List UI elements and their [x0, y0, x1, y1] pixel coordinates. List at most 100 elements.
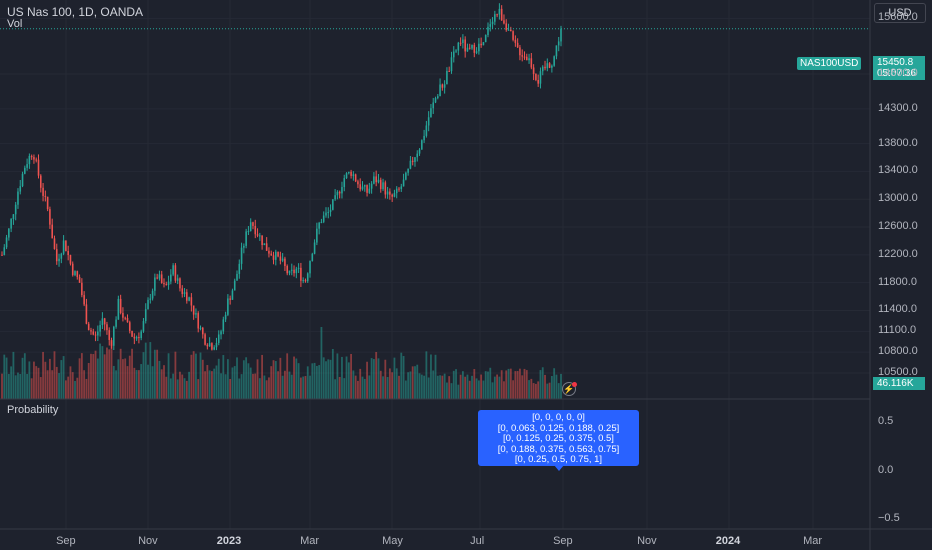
candle-body [473, 44, 476, 53]
candle-body [343, 178, 346, 188]
candle-body [484, 35, 487, 43]
volume-bar [446, 382, 448, 399]
volume-bar [409, 371, 412, 399]
volume-bar [270, 366, 273, 399]
volume-bar [151, 366, 154, 399]
volume-bar [14, 375, 17, 399]
candle-body [160, 274, 163, 284]
volume-label[interactable]: Vol [7, 18, 23, 30]
volume-bar [199, 352, 202, 399]
candle-body [256, 234, 259, 236]
volume-bar [329, 359, 332, 399]
volume-bar [441, 375, 444, 399]
volume-bar [313, 362, 316, 399]
candle-body [539, 71, 542, 84]
candle-body [277, 251, 279, 257]
candle-body [211, 343, 213, 350]
volume-bar [448, 376, 451, 399]
volume-bar [85, 378, 88, 399]
volume-bar [544, 374, 546, 399]
volume-bar [226, 359, 229, 399]
lightning-icon[interactable]: ⚡ [562, 382, 576, 396]
candle-body [85, 304, 88, 324]
volume-bar [87, 362, 90, 399]
volume-bar [5, 357, 8, 399]
time-axis-label: Nov [637, 535, 657, 547]
candle-body [432, 102, 435, 109]
volume-bar [21, 357, 24, 399]
candle-body [181, 288, 184, 294]
volume-bar [279, 357, 282, 399]
volume-bar [249, 367, 252, 399]
volume-bar [179, 371, 181, 399]
volume-bar [19, 374, 22, 399]
currency-button[interactable]: USD [874, 3, 926, 23]
candle-body [377, 179, 380, 183]
candle-body [254, 225, 257, 235]
candle-body [30, 155, 33, 158]
volume-bar [480, 374, 483, 399]
candle-body [90, 330, 92, 332]
volume-bar [101, 346, 104, 399]
candle-body [204, 334, 206, 345]
volume-bar [163, 365, 165, 399]
indicator-axis-label: 0.5 [878, 415, 894, 427]
candle-body [395, 188, 398, 194]
volume-bar [361, 376, 364, 399]
candle-body [154, 277, 156, 291]
volume-bar [293, 356, 295, 399]
candle-body [122, 312, 124, 318]
volume-bar [523, 368, 526, 399]
volume-bar [420, 374, 423, 399]
candle-body [373, 176, 375, 184]
candle-body [87, 323, 90, 331]
candle-body [560, 28, 562, 42]
price-axis-label: 14800.0 [878, 67, 918, 80]
candle-body [108, 330, 111, 340]
volume-bar [553, 368, 556, 399]
volume-bar [117, 359, 120, 399]
probability-label[interactable]: Probability [7, 404, 59, 416]
volume-bar [423, 375, 426, 399]
candle-body [24, 167, 26, 174]
volume-bar [439, 375, 441, 399]
volume-bar [185, 380, 188, 399]
candle-body [213, 347, 215, 350]
volume-bar [418, 373, 421, 399]
candle-body [537, 79, 539, 84]
volume-bar [402, 356, 405, 399]
volume-bar [541, 367, 544, 399]
candle-body [332, 199, 334, 210]
candle-body [386, 191, 389, 195]
candle-body [286, 265, 289, 274]
symbol-tag: NAS100USD [797, 57, 862, 70]
candle-body [151, 290, 154, 299]
volume-bar [217, 358, 220, 399]
volume-bar [153, 349, 156, 399]
volume-bar [37, 367, 40, 399]
chart-title[interactable]: US Nas 100, 1D, OANDA [7, 5, 144, 19]
volume-bar [256, 359, 259, 399]
candle-body [156, 277, 158, 279]
volume-bar [302, 376, 305, 399]
volume-bar [261, 354, 264, 399]
volume-bar [281, 375, 284, 399]
volume-bar [516, 371, 519, 399]
candle-body [183, 292, 186, 294]
candle-body [10, 219, 12, 229]
candle-body [489, 24, 492, 27]
candle-body [370, 183, 373, 189]
price-axis-label: 12600.0 [878, 220, 918, 233]
candle-body [270, 253, 273, 256]
volume-bar [128, 355, 131, 399]
volume-bar [496, 374, 499, 399]
candle-body [245, 231, 247, 246]
volume-bar [144, 342, 147, 399]
candle-body [546, 63, 549, 69]
candle-body [94, 334, 97, 336]
time-axis-label: Sep [56, 535, 76, 547]
candle-body [217, 334, 220, 343]
volume-bar [46, 370, 49, 399]
candle-body [341, 187, 343, 194]
